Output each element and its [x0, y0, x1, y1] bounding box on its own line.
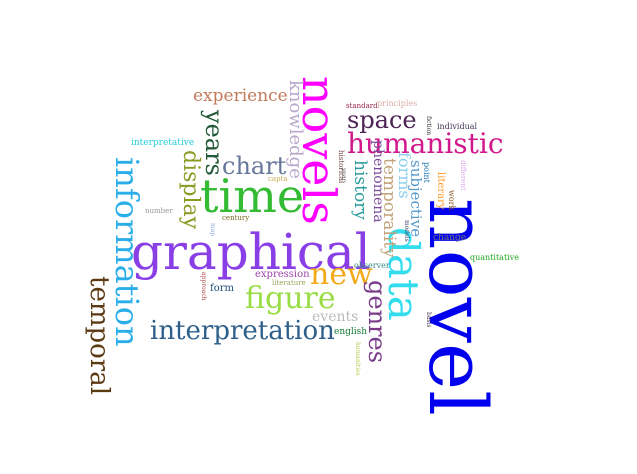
cloud-word: events	[312, 309, 359, 325]
cloud-word: chart	[222, 152, 287, 180]
cloud-word: map	[209, 223, 216, 237]
cloud-word: interpretative	[131, 138, 195, 148]
cloud-word: point	[422, 162, 431, 183]
cloud-word: temporal	[84, 276, 114, 396]
cloud-word: subjective	[407, 160, 425, 238]
cloud-word: literary	[435, 172, 446, 210]
cloud-word: display	[178, 150, 203, 230]
cloud-word: observer	[354, 261, 390, 270]
cloud-word: century	[222, 214, 250, 222]
cloud-word: approach	[200, 272, 207, 301]
cloud-word: interpretation	[150, 316, 335, 346]
cloud-word: phenomena	[370, 140, 386, 223]
cloud-word: years	[200, 110, 228, 176]
cloud-word: year	[340, 168, 347, 182]
cloud-word: capta	[268, 175, 288, 183]
cloud-word: standard	[346, 102, 378, 110]
cloud-word: space	[347, 106, 417, 134]
cloud-word: fiction	[425, 116, 432, 136]
cloud-word: principles	[377, 99, 418, 108]
cloud-word: humanities	[354, 342, 361, 376]
cloud-word: quantitative	[470, 253, 519, 262]
cloud-word: time	[200, 169, 305, 223]
cloud-word: novel	[411, 198, 504, 416]
cloud-word: english	[334, 327, 368, 337]
cloud-word: basis	[425, 312, 432, 328]
cloud-word: expression	[255, 269, 310, 280]
cloud-word: genres	[363, 280, 391, 364]
cloud-word: humanistic	[347, 127, 504, 160]
cloud-word: graphical	[131, 223, 371, 281]
cloud-word: knowledge	[285, 80, 306, 179]
cloud-word: models	[403, 220, 410, 242]
cloud-word: number	[145, 207, 173, 215]
cloud-word: new	[310, 257, 373, 292]
cloud-word: different	[459, 160, 467, 191]
cloud-word: history	[350, 160, 370, 220]
cloud-word: work	[447, 190, 456, 211]
cloud-word: figure	[245, 281, 336, 316]
cloud-word: information	[108, 157, 146, 347]
cloud-word: change	[433, 233, 467, 243]
cloud-word: form	[210, 283, 234, 294]
cloud-word: individual	[437, 122, 478, 131]
cloud-word: experience	[193, 86, 288, 106]
cloud-word: literature	[272, 279, 306, 287]
